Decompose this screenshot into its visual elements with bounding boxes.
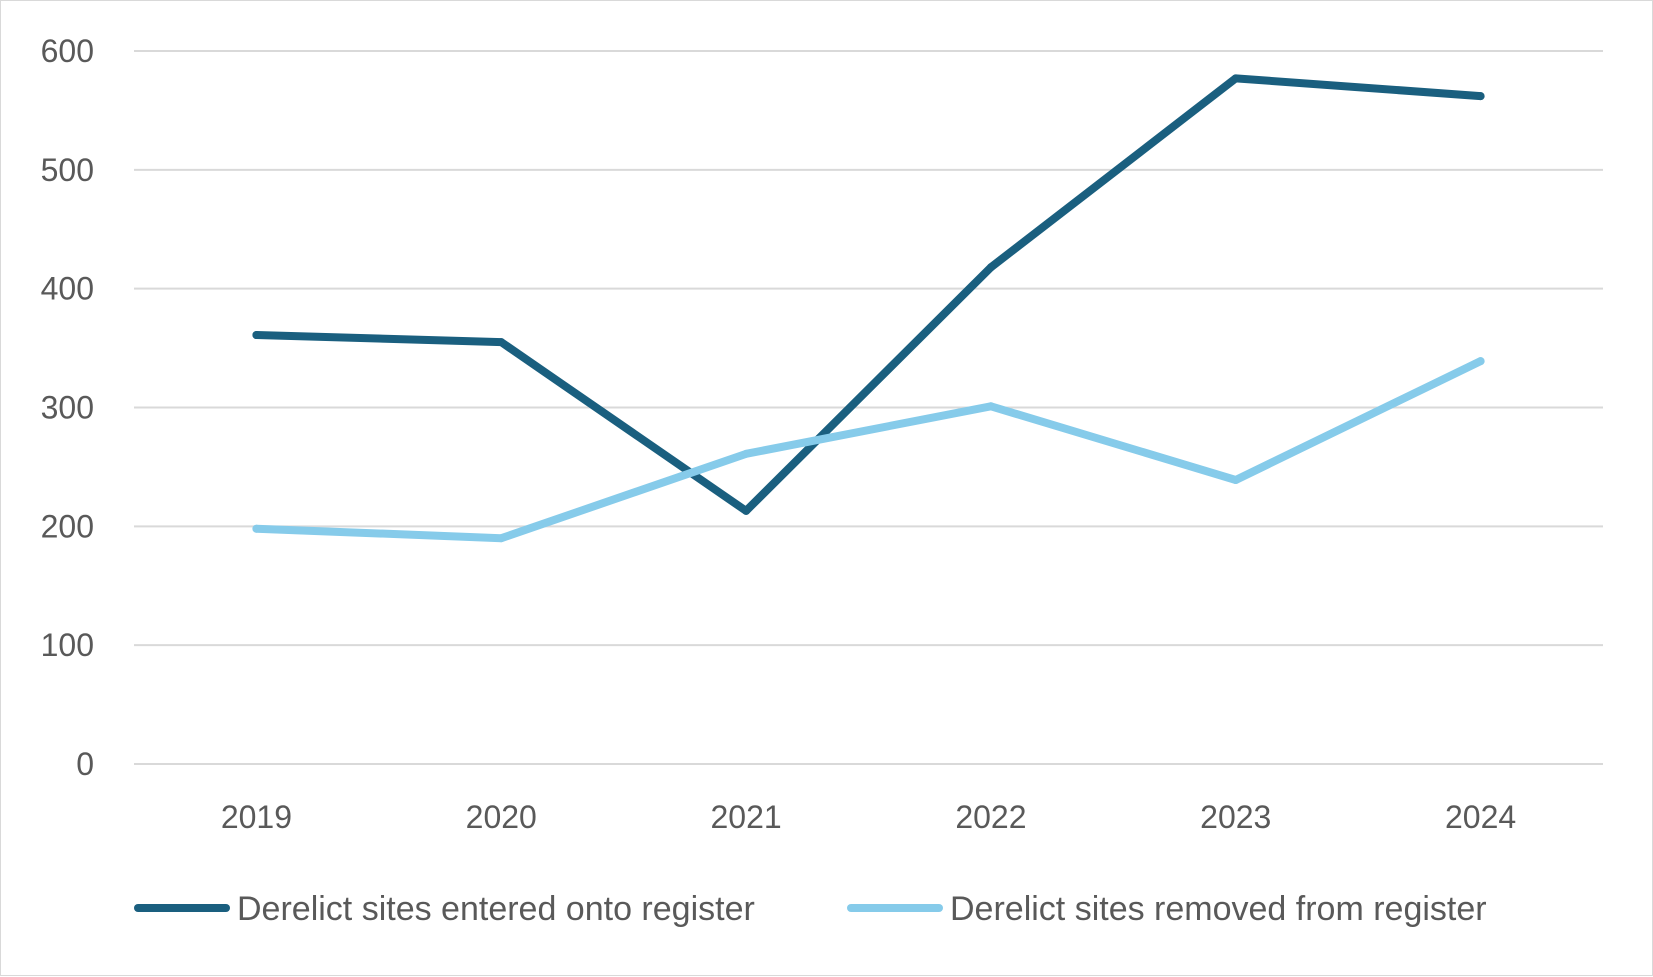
y-tick-label: 400	[41, 271, 94, 307]
x-tick-label: 2024	[1445, 799, 1516, 835]
x-axis-ticks: 2019 2020 2021 2022 2023 2024	[221, 799, 1516, 835]
data-point	[252, 524, 261, 533]
legend: Derelict sites entered onto register Dere…	[134, 890, 1487, 928]
data-point	[1476, 357, 1485, 366]
data-point	[1476, 92, 1485, 101]
legend-label: Derelict sites removed from register	[950, 890, 1487, 928]
y-tick-label: 0	[76, 746, 94, 782]
x-tick-label: 2023	[1200, 799, 1271, 835]
y-tick-label: 600	[41, 33, 94, 69]
data-point	[742, 506, 751, 515]
y-tick-label: 100	[41, 627, 94, 663]
series-line-1	[252, 74, 1485, 515]
data-point	[1231, 74, 1240, 83]
x-tick-label: 2019	[221, 799, 292, 835]
data-point	[986, 263, 995, 272]
x-tick-label: 2022	[955, 799, 1026, 835]
x-tick-label: 2020	[466, 799, 537, 835]
x-tick-label: 2021	[710, 799, 781, 835]
y-tick-label: 200	[41, 508, 94, 544]
y-axis-ticks: 0 100 200 300 400 500 600	[41, 33, 94, 782]
data-point	[497, 338, 506, 347]
data-point	[986, 402, 995, 411]
series-lines	[252, 74, 1485, 543]
legend-label: Derelict sites entered onto register	[237, 890, 755, 928]
data-point	[252, 331, 261, 340]
series-line-2	[252, 357, 1485, 543]
data-point	[1231, 475, 1240, 484]
y-tick-label: 500	[41, 152, 94, 188]
data-point	[497, 534, 506, 543]
y-tick-label: 300	[41, 390, 94, 426]
data-point	[742, 449, 751, 458]
gridlines	[134, 50, 1603, 765]
